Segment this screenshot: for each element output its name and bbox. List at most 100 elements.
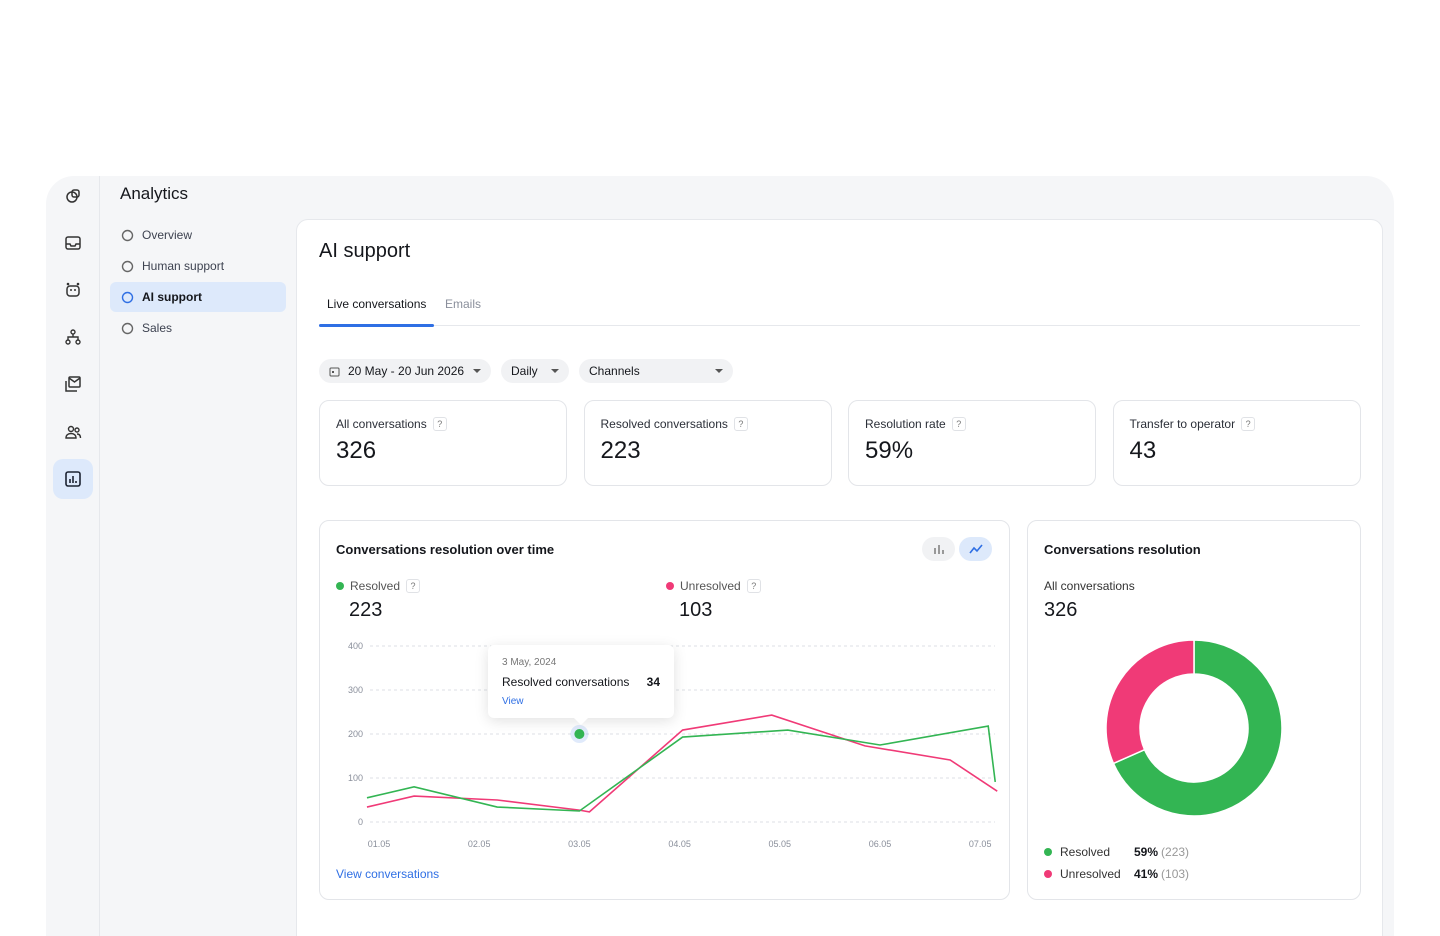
kpi-label: Resolved conversations [600,417,728,431]
donut-total: 326 [1044,599,1078,621]
interval-select[interactable]: Daily [501,359,569,383]
donut-slice-resolved[interactable] [1112,639,1283,817]
view-conversations-link[interactable]: View conversations [336,867,440,881]
rail-mail-button[interactable] [53,364,93,404]
kpi-label: Resolution rate [865,417,946,431]
legend-count: (103) [1161,867,1190,881]
bar-chart-icon [933,545,944,554]
series-line-unresolved [366,714,998,813]
rail-logo-button[interactable] [53,176,93,216]
kpi-card: All conversations? 326 [319,400,567,486]
rail-inbox-button[interactable] [53,223,93,263]
panel-title: Conversations resolution [1044,542,1201,557]
icon-rail [46,176,100,936]
help-icon[interactable]: ? [951,417,966,431]
legend-pct: 59% [1134,845,1159,859]
help-icon[interactable]: ? [406,579,421,593]
donut-legend-item: Resolved 59% (223) [1044,845,1189,859]
legend-resolved: Resolved? [336,579,421,593]
sidebar-item-sales[interactable]: Sales [110,313,286,343]
y-tick-label: 300 [348,685,363,695]
kpi-card: Transfer to operator? 43 [1112,400,1361,486]
rail-flow-button[interactable] [53,317,93,357]
y-tick-label: 400 [348,641,363,651]
legend-label: Unresolved [1060,867,1121,881]
series-line-resolved [366,725,997,812]
donut-chart [1105,639,1283,817]
legend-label: Resolved [1060,845,1111,859]
sidebar-item-label: AI support [142,290,202,304]
tooltip-date: 3 May, 2024 [502,657,557,668]
rail-analytics-button[interactable] [53,459,93,499]
x-tick-label: 07.05 [969,839,992,849]
help-icon[interactable]: ? [1241,417,1256,431]
legend-label: Resolved [350,579,401,593]
legend-dot [1044,870,1052,878]
tooltip-view-link[interactable]: View [502,696,524,707]
mail-icon [65,376,81,392]
unresolved-dot [666,582,674,590]
page-title: AI support [319,240,411,262]
kpi-label: All conversations [336,417,427,431]
legend-unresolved: Unresolved? [666,579,761,593]
legend-label: Unresolved [680,579,741,593]
date-range-select[interactable]: 20 May - 20 Jun 2026 [319,359,491,383]
x-tick-label: 02.05 [468,839,491,849]
sidebar-item-label: Overview [142,228,193,242]
logo-icon [66,189,80,203]
sales-icon [121,322,134,334]
sidebar-item-human-support[interactable]: Human support [110,251,286,281]
x-tick-label: 04.05 [668,839,691,849]
sidebar-item-ai-support[interactable]: AI support [110,282,286,312]
chart-tooltip: 3 May, 2024 Resolved conversations 34 Vie… [488,645,674,725]
donut-subtitle: All conversations [1044,579,1135,593]
donut-slice-unresolved[interactable] [1105,639,1195,765]
bot-icon [66,282,80,297]
legend-pct: 41% [1134,867,1159,881]
tab-live-conversations[interactable]: Live conversations [318,297,435,327]
contacts-icon [65,425,82,439]
y-tick-label: 200 [348,729,363,739]
analytics-sidebar: Analytics Overview Human support AI suppor… [100,176,296,936]
sidebar-item-overview[interactable]: Overview [110,220,286,250]
unresolved-total: 103 [679,599,713,621]
interval-value: Daily [511,364,538,378]
help-icon[interactable]: ? [746,579,761,593]
x-tick-label: 05.05 [769,839,792,849]
rail-bot-button[interactable] [53,270,93,310]
headset-icon [121,260,134,272]
flow-icon [65,329,81,345]
tab-emails[interactable]: Emails [445,297,482,311]
tooltip-value: 34 [646,675,660,689]
x-tick-label: 01.05 [368,839,391,849]
kpi-value: 326 [336,437,377,464]
kpi-card: Resolution rate? 59% [848,400,1096,486]
help-icon[interactable]: ? [733,417,748,431]
donut-legend-item: Unresolved 41% (103) [1044,867,1189,881]
chevron-down-icon [715,369,723,373]
channels-value: Channels [589,364,640,378]
line-chart-toggle[interactable] [959,537,992,561]
resolution-over-time-panel: Conversations resolution over time Resol… [319,520,1010,900]
rail-contacts-button[interactable] [53,412,93,452]
main-panel: AI support Live conversations Emails 20 … [296,219,1383,936]
channels-select[interactable]: Channels [579,359,733,383]
analytics-icon [65,471,81,487]
app-frame: Analytics Overview Human support AI suppor… [46,176,1394,936]
bot-icon [121,291,134,303]
calendar-icon [329,367,340,376]
help-icon[interactable]: ? [432,417,447,431]
sidebar-item-label: Sales [142,321,173,335]
resolution-donut-panel: Conversations resolution All conversatio… [1027,520,1361,900]
legend-dot [1044,848,1052,856]
resolved-total: 223 [349,599,383,621]
kpi-value: 43 [1129,437,1157,464]
kpi-card: Resolved conversations? 223 [583,400,832,486]
y-tick-label: 100 [348,773,363,783]
highlight-point [574,729,585,739]
panel-title: Conversations resolution over time [336,542,555,557]
kpi-value: 59% [865,437,914,464]
x-tick-label: 03.05 [568,839,591,849]
bar-chart-toggle[interactable] [922,537,955,561]
resolved-dot [336,582,344,590]
